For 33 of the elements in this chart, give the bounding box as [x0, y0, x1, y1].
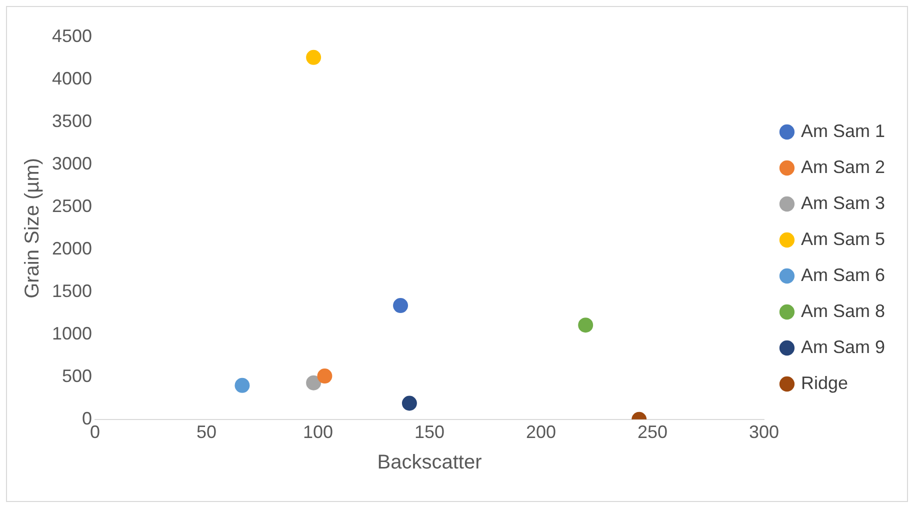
point [317, 368, 332, 384]
y-tick-label: 1000 [52, 323, 92, 344]
point [578, 318, 594, 333]
legend-label: Am Sam 6 [800, 264, 886, 285]
legend-label: Am Sam 9 [800, 336, 886, 357]
y-tick-label: 0 [82, 408, 92, 428]
y-tick-label: 2500 [52, 196, 92, 216]
x-tick-label: 150 [414, 422, 445, 442]
y-tick-label: 3000 [52, 153, 92, 174]
legend-label: Am Sam 3 [800, 192, 886, 213]
legend-label: Ridge [800, 372, 848, 393]
y-axis-title: Grain Size (µm) [22, 158, 44, 298]
legend-label: Am Sam 5 [800, 228, 886, 249]
y-tick-label: 2000 [52, 238, 92, 258]
legend-label: Am Sam 1 [800, 120, 886, 141]
point [306, 375, 322, 390]
point [402, 396, 417, 411]
point [393, 298, 408, 314]
y-tick-label: 4500 [52, 26, 92, 46]
x-tick-label: 200 [526, 422, 556, 442]
y-tick-label: 1500 [52, 280, 92, 301]
x-tick-label: 50 [196, 422, 217, 442]
y-tick-label: 500 [62, 366, 92, 386]
legend-label: Am Sam 2 [800, 156, 886, 177]
point [306, 50, 322, 65]
x-tick-label: 250 [637, 422, 668, 442]
x-tick-label: 300 [748, 422, 779, 442]
y-tick-label: 3500 [52, 110, 92, 131]
x-tick-label: 100 [302, 422, 334, 442]
y-tick-label: 4000 [52, 68, 92, 88]
legend-label: Am Sam 8 [800, 300, 886, 321]
x-axis-title: Backscatter [377, 452, 482, 474]
point [234, 378, 250, 393]
